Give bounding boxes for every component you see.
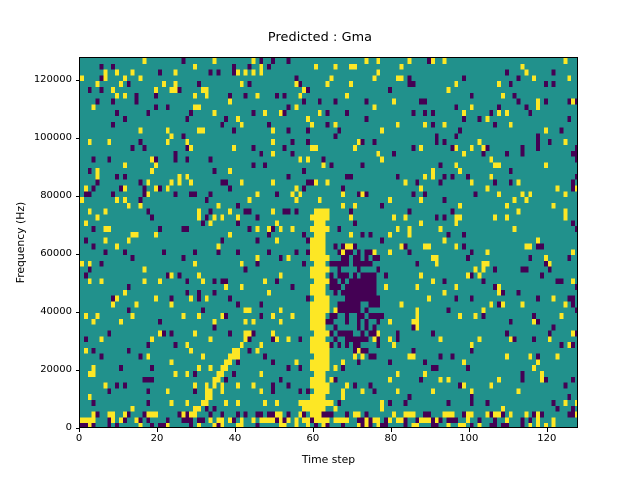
x-tick-mark [468, 428, 470, 432]
y-tick-mark [75, 254, 79, 256]
y-tick-label: 0 [65, 422, 72, 433]
x-tick-mark [312, 428, 314, 432]
x-tick-label: 60 [306, 433, 320, 444]
y-tick-label: 20000 [40, 364, 72, 376]
y-tick-label: 80000 [40, 190, 72, 202]
y-tick-mark [75, 80, 79, 82]
x-tick-mark [390, 428, 392, 432]
page-title: Predicted : Gma [267, 30, 373, 45]
x-tick-mark [546, 428, 548, 432]
x-axis-label: Time step [301, 453, 356, 466]
y-tick-label: 100000 [33, 132, 72, 144]
x-tick-label: 120 [537, 433, 557, 444]
x-tick-label: 40 [228, 433, 242, 444]
heatmap-axes [79, 57, 578, 428]
x-tick-label: 0 [75, 433, 83, 444]
y-tick-mark [75, 196, 79, 198]
y-tick-label: 60000 [40, 248, 72, 260]
y-axis-label: Frequency (Hz) [14, 201, 27, 284]
y-tick-label: 40000 [40, 306, 72, 318]
x-tick-mark [79, 428, 80, 432]
x-tick-label: 20 [150, 433, 164, 444]
y-tick-mark [75, 312, 79, 314]
heatmap-image [80, 58, 577, 427]
x-tick-mark [156, 428, 158, 432]
x-tick-mark [234, 428, 236, 432]
x-tick-label: 80 [384, 433, 398, 444]
y-tick-label: 120000 [33, 74, 72, 86]
y-tick-mark [75, 370, 79, 372]
y-tick-mark [75, 428, 79, 429]
x-tick-label: 100 [459, 433, 479, 444]
y-tick-mark [75, 138, 79, 140]
